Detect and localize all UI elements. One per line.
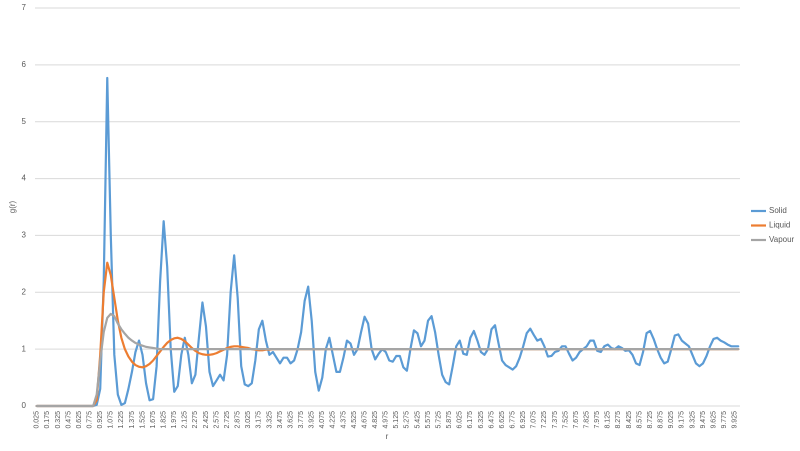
x-tick-label: 9.775 — [721, 411, 728, 429]
x-tick-label: 1.975 — [171, 411, 178, 429]
x-tick-label: 5.425 — [414, 411, 421, 429]
x-tick-label: 2.125 — [182, 411, 189, 429]
y-tick-label: 4 — [22, 174, 27, 183]
x-tick-label: 8.275 — [615, 411, 622, 429]
x-tick-label: 9.175 — [679, 411, 686, 429]
y-tick-label: 2 — [22, 287, 27, 296]
x-tick-label: 1.075 — [108, 411, 115, 429]
x-tick-label: 7.225 — [541, 411, 548, 429]
x-tick-label: 0.775 — [86, 411, 93, 429]
x-tick-label: 3.175 — [256, 411, 263, 429]
x-tick-label: 2.875 — [235, 411, 242, 429]
x-tick-label: 7.075 — [531, 411, 538, 429]
x-tick-label: 7.675 — [573, 411, 580, 429]
x-tick-label: 7.825 — [584, 411, 591, 429]
y-tick-label: 7 — [22, 3, 27, 12]
x-tick-label: 4.375 — [340, 411, 347, 429]
x-tick-label: 0.325 — [55, 411, 62, 429]
x-tick-label: 1.825 — [161, 411, 168, 429]
legend-label: Solid — [769, 206, 787, 215]
y-tick-label: 0 — [22, 401, 27, 410]
x-tick-label: 6.925 — [520, 411, 527, 429]
data-line — [35, 312, 740, 408]
y-tick-label: 5 — [22, 117, 27, 126]
legend-label: Liquid — [769, 221, 790, 230]
x-tick-label: 2.725 — [224, 411, 231, 429]
x-axis-title: r — [386, 432, 389, 441]
x-tick-label: 3.925 — [309, 411, 316, 429]
x-tick-label: 8.575 — [636, 411, 643, 429]
x-tick-label: 6.325 — [478, 411, 485, 429]
x-tick-label: 3.775 — [298, 411, 305, 429]
x-tick-label: 0.625 — [76, 411, 83, 429]
x-tick-label: 8.425 — [626, 411, 633, 429]
x-tick-label: 4.075 — [319, 411, 326, 429]
data-line — [35, 76, 740, 408]
x-tick-label: 3.025 — [245, 411, 252, 429]
x-tick-label: 3.625 — [287, 411, 294, 429]
y-tick-label: 6 — [22, 60, 27, 69]
x-tick-label: 3.325 — [266, 411, 273, 429]
x-tick-label: 6.175 — [467, 411, 474, 429]
x-tick-label: 3.475 — [277, 411, 284, 429]
x-tick-label: 1.525 — [139, 411, 146, 429]
x-tick-label: 2.275 — [192, 411, 199, 429]
x-tick-label: 4.675 — [361, 411, 368, 429]
x-tick-label: 9.925 — [732, 411, 739, 429]
x-tick-label: 7.525 — [562, 411, 569, 429]
x-tick-label: 6.025 — [457, 411, 464, 429]
x-tick-label: 1.675 — [150, 411, 157, 429]
x-tick-label: 0.925 — [97, 411, 104, 429]
y-tick-label: 1 — [22, 344, 27, 353]
x-tick-label: 7.975 — [594, 411, 601, 429]
x-tick-label: 2.575 — [213, 411, 220, 429]
x-tick-label: 5.575 — [425, 411, 432, 429]
x-tick-label: 0.025 — [34, 411, 41, 429]
x-tick-label: 8.725 — [647, 411, 654, 429]
x-tick-label: 6.775 — [509, 411, 516, 429]
x-tick-label: 8.875 — [658, 411, 665, 429]
x-tick-label: 8.125 — [605, 411, 612, 429]
x-tick-label: 5.125 — [393, 411, 400, 429]
x-tick-label: 6.475 — [488, 411, 495, 429]
x-tick-label: 0.475 — [65, 411, 72, 429]
x-tick-label: 0.175 — [44, 411, 51, 429]
x-tick-label: 9.475 — [700, 411, 707, 429]
x-tick-label: 9.025 — [668, 411, 675, 429]
x-tick-label: 1.225 — [118, 411, 125, 429]
x-tick-label: 7.375 — [552, 411, 559, 429]
x-tick-label: 4.975 — [383, 411, 390, 429]
x-tick-label: 2.425 — [203, 411, 210, 429]
x-tick-label: 9.625 — [710, 411, 717, 429]
x-tick-label: 4.225 — [330, 411, 337, 429]
x-tick-label: 1.375 — [129, 411, 136, 429]
x-tick-label: 9.325 — [689, 411, 696, 429]
x-tick-label: 5.275 — [404, 411, 411, 429]
x-tick-label: 5.725 — [435, 411, 442, 429]
y-axis-title: g(r) — [8, 200, 17, 213]
legend-label: Vapour — [769, 235, 795, 244]
x-tick-label: 4.825 — [372, 411, 379, 429]
x-tick-label: 4.525 — [351, 411, 358, 429]
x-tick-label: 6.625 — [499, 411, 506, 429]
x-tick-label: 5.875 — [446, 411, 453, 429]
y-tick-label: 3 — [22, 231, 27, 240]
